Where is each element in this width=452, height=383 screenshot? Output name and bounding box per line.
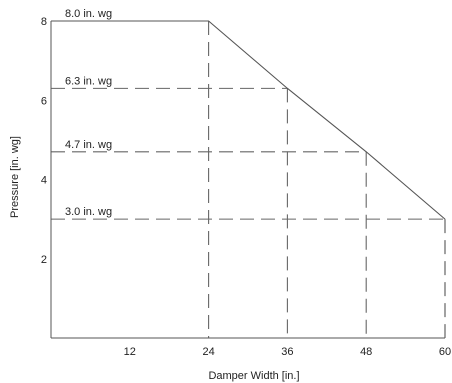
- y-tick-label: 8: [41, 16, 47, 28]
- x-tick-label: 48: [360, 346, 372, 358]
- pressure-annotation: 4.7 in. wg: [65, 139, 112, 151]
- y-tick-label: 4: [41, 175, 47, 187]
- y-tick-label: 2: [41, 254, 47, 266]
- x-tick-label: 36: [281, 346, 293, 358]
- x-tick-label: 24: [202, 346, 214, 358]
- pressure-annotation: 6.3 in. wg: [65, 75, 112, 87]
- y-tick-label: 6: [41, 95, 47, 107]
- y-axis-title: Pressure [in. wg]: [9, 136, 21, 218]
- x-tick-label: 12: [124, 346, 136, 358]
- x-tick-label: 60: [439, 346, 451, 358]
- x-axis-title: Damper Width [in.]: [208, 370, 299, 382]
- pressure-annotation: 8.0 in. wg: [65, 8, 112, 20]
- series-line: [51, 20, 446, 220]
- pressure-annotation: 3.0 in. wg: [65, 206, 112, 218]
